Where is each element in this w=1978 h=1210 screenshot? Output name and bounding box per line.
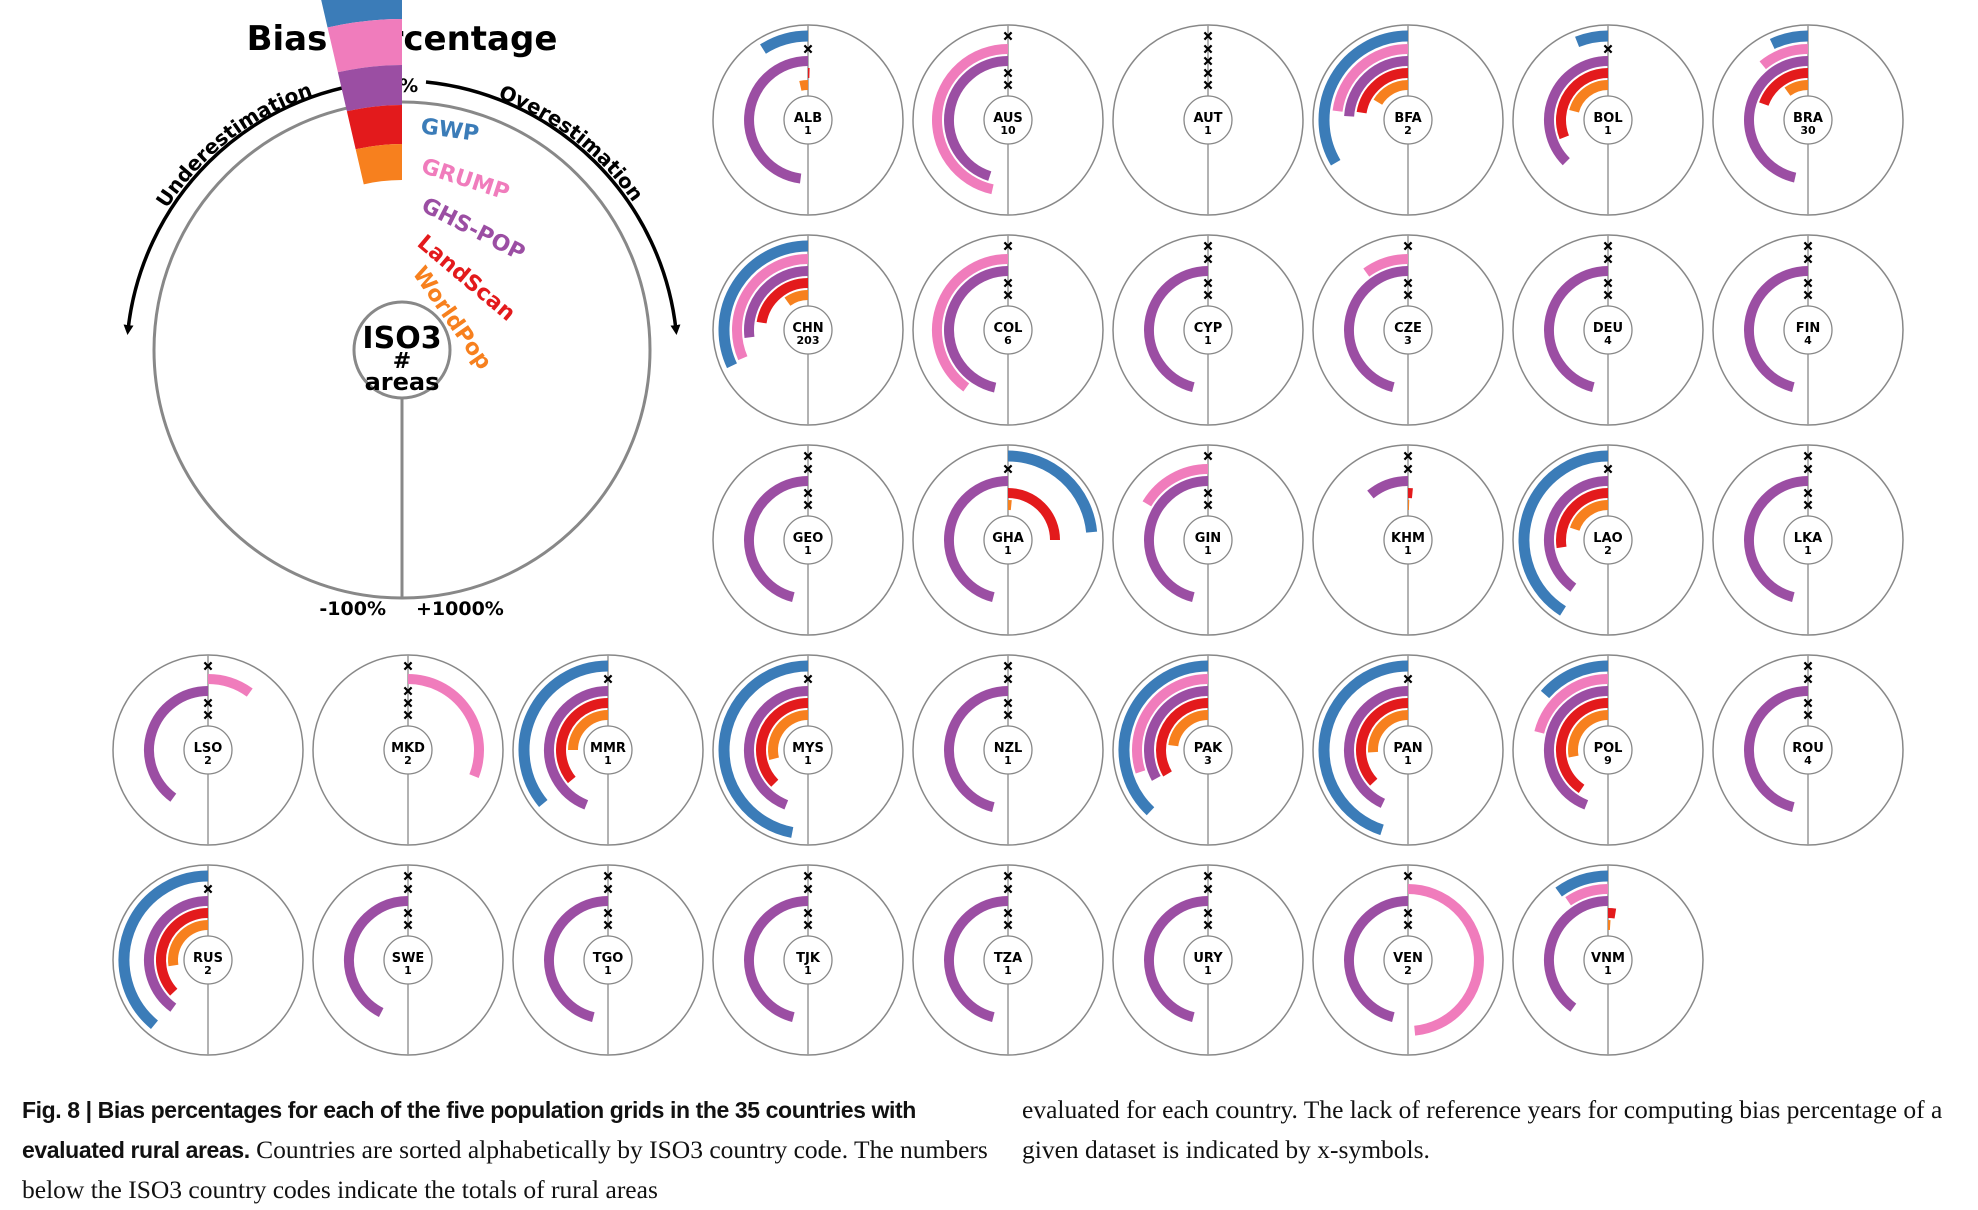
legend-wedge-landscan	[347, 105, 402, 149]
bar-gwp	[1577, 36, 1608, 42]
area-count: 1	[1204, 334, 1212, 347]
area-count: 3	[1404, 334, 1412, 347]
area-count: 1	[404, 964, 412, 977]
area-count: 1	[1204, 124, 1212, 137]
legend-wedge-grump	[328, 19, 402, 72]
area-count: 2	[1604, 544, 1612, 557]
area-count: 9	[1604, 754, 1612, 767]
area-count: 1	[1204, 964, 1212, 977]
caption-left: Fig. 8 | Bias percentages for each of th…	[22, 1090, 992, 1210]
area-count: 10	[1000, 124, 1016, 137]
area-count: 1	[1004, 754, 1012, 767]
area-count: 203	[797, 334, 820, 347]
legend-wedge-worldpop	[356, 144, 402, 184]
overestimation-label: Overestimation	[496, 80, 649, 206]
area-count: 30	[1800, 124, 1816, 137]
area-count: 4	[1604, 334, 1612, 347]
area-count: 1	[1204, 544, 1212, 557]
area-count: 1	[1804, 544, 1812, 557]
bottom-left-label: -100%	[319, 598, 386, 620]
area-count: 1	[1004, 544, 1012, 557]
area-count: 1	[1604, 964, 1612, 977]
area-count: 1	[1604, 124, 1612, 137]
area-count: 2	[204, 964, 212, 977]
area-count: 4	[1804, 334, 1812, 347]
area-count: 2	[1404, 964, 1412, 977]
area-count: 1	[804, 964, 812, 977]
area-count: 2	[204, 754, 212, 767]
bottom-right-label: +1000%	[416, 598, 504, 620]
area-count: 1	[1004, 964, 1012, 977]
area-count: 1	[804, 544, 812, 557]
caption-right: evaluated for each country. The lack of …	[1022, 1090, 1962, 1170]
area-count: 6	[1004, 334, 1012, 347]
area-count: 3	[1204, 754, 1212, 767]
underestimation-label: Underestimation	[151, 77, 315, 211]
area-count: 1	[1404, 754, 1412, 767]
area-count: 4	[1804, 754, 1812, 767]
bar-worldpop	[800, 85, 808, 86]
legend-center-areas: areas	[365, 368, 440, 396]
legend-panel: Bias percentage 0% Underestimation Overe…	[128, 0, 676, 620]
bar-landscan	[1608, 913, 1615, 914]
area-count: 2	[1404, 124, 1412, 137]
area-count: 1	[604, 964, 612, 977]
area-count: 2	[404, 754, 412, 767]
area-count: 1	[604, 754, 612, 767]
legend-label-gwp: GWP	[419, 114, 480, 147]
area-count: 1	[804, 754, 812, 767]
legend-wedge-ghs-pop	[338, 65, 402, 111]
area-count: 1	[804, 124, 812, 137]
area-count: 1	[1404, 544, 1412, 557]
